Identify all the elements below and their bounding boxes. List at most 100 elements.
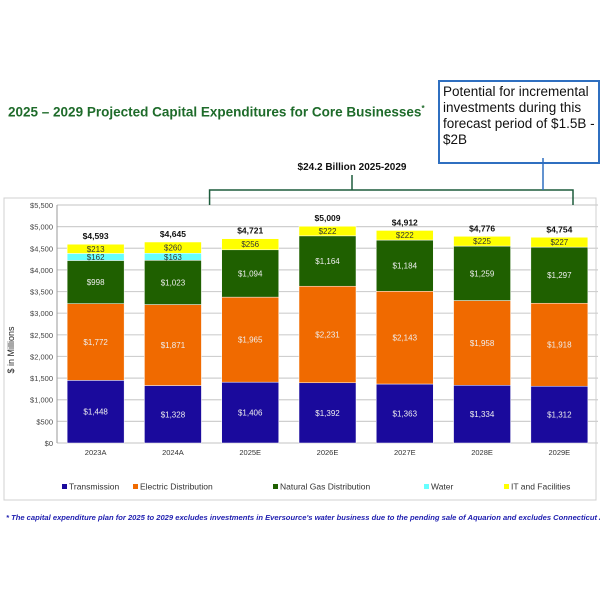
bar-segment-electric-distribution	[453, 300, 511, 386]
bar-segment-transmission	[144, 385, 202, 444]
y-tick-label: $1,000	[30, 396, 53, 405]
data-label: $256	[241, 240, 259, 249]
bar-segment-transmission	[530, 385, 589, 444]
data-label: $1,184	[393, 262, 418, 271]
y-axis-label: $ in Millions	[6, 326, 16, 374]
y-tick-label: $1,500	[30, 374, 53, 383]
y-tick-label: $4,000	[30, 266, 53, 275]
bar-segment-natural-gas-distribution	[453, 245, 511, 301]
total-label: $4,721	[237, 226, 263, 236]
bar-segment-it-and-facilities	[453, 236, 511, 247]
bar-segment-natural-gas-distribution	[530, 246, 589, 304]
x-tick-label: 2024A	[162, 448, 184, 457]
total-label: $4,593	[83, 231, 109, 241]
bar-segment-electric-distribution	[298, 285, 357, 384]
data-label: $1,363	[393, 410, 418, 419]
legend-swatch	[504, 484, 509, 489]
bar-segment-natural-gas-distribution	[298, 235, 357, 287]
legend-label: Electric Distribution	[140, 482, 213, 492]
bar-segment-transmission	[376, 383, 434, 444]
data-label: $222	[319, 227, 337, 236]
data-label: $1,023	[161, 278, 186, 287]
data-label: $2,231	[315, 330, 340, 339]
legend-label: Transmission	[69, 482, 119, 492]
data-label: $1,918	[547, 341, 572, 350]
data-label: $260	[164, 244, 182, 253]
x-tick-label: 2027E	[394, 448, 416, 457]
bar-segment-electric-distribution	[66, 303, 125, 381]
bar-segment-natural-gas-distribution	[376, 239, 434, 292]
chart-frame	[3, 197, 597, 501]
data-label: $1,328	[161, 410, 186, 419]
bar-segment-electric-distribution	[376, 291, 434, 385]
bar-segment-it-and-facilities	[144, 241, 202, 254]
y-tick-label: $5,500	[30, 201, 53, 210]
data-label: $225	[473, 237, 491, 246]
legend-label: IT and Facilities	[511, 482, 570, 492]
data-label: $1,958	[470, 339, 495, 348]
data-label: $1,448	[83, 408, 108, 417]
bar-segment-transmission	[453, 385, 511, 444]
bar-segment-transmission	[221, 381, 279, 444]
bar-segment-it-and-facilities	[530, 237, 589, 248]
x-tick-label: 2025E	[239, 448, 261, 457]
y-tick-label: $0	[45, 439, 53, 448]
data-label: $227	[550, 238, 568, 247]
data-label: $1,406	[238, 409, 263, 418]
total-label: $4,776	[469, 223, 495, 233]
data-label: $998	[87, 278, 105, 287]
total-label: $4,645	[160, 229, 186, 239]
data-label: $1,772	[83, 338, 108, 347]
bar-segment-electric-distribution	[221, 296, 279, 383]
data-label: $213	[87, 245, 105, 254]
bracket-label: $24.2 Billion 2025-2029	[298, 162, 407, 173]
data-label: $1,259	[470, 269, 495, 278]
x-tick-label: 2029E	[549, 448, 571, 457]
chart-title: 2025 – 2029 Projected Capital Expenditur…	[8, 104, 425, 120]
legend-label: Water	[431, 482, 454, 492]
data-label: $1,334	[470, 410, 495, 419]
y-tick-label: $2,500	[30, 331, 53, 340]
bar-segment-transmission	[298, 382, 357, 444]
legend-swatch	[62, 484, 67, 489]
bar-segment-natural-gas-distribution	[221, 249, 279, 298]
data-label: $222	[396, 231, 414, 240]
data-label: $2,143	[393, 334, 418, 343]
footnote: * The capital expenditure plan for 2025 …	[6, 513, 600, 522]
data-label: $1,312	[547, 411, 572, 420]
data-label: $1,965	[238, 336, 263, 345]
legend-swatch	[133, 484, 138, 489]
title-footnote-marker: *	[421, 104, 425, 113]
data-label: $1,871	[161, 341, 186, 350]
data-label: $1,297	[547, 271, 572, 280]
bar-segment-electric-distribution	[530, 302, 589, 387]
y-tick-label: $2,000	[30, 352, 53, 361]
bar-segment-it-and-facilities	[376, 230, 434, 241]
bar-segment-it-and-facilities	[221, 238, 279, 251]
bar-segment-it-and-facilities	[298, 225, 357, 237]
data-label: $1,094	[238, 269, 263, 278]
bracket	[208, 189, 574, 205]
total-label: $5,009	[315, 213, 341, 223]
bar-segment-it-and-facilities	[66, 243, 125, 254]
y-tick-label: $3,000	[30, 309, 53, 318]
x-tick-label: 2028E	[471, 448, 493, 457]
x-tick-label: 2026E	[317, 448, 339, 457]
data-label: $162	[87, 253, 105, 262]
x-tick-label: 2023A	[85, 448, 107, 457]
total-label: $4,912	[392, 217, 418, 227]
data-label: $163	[164, 253, 182, 262]
bar-segment-electric-distribution	[144, 304, 202, 386]
y-tick-label: $5,000	[30, 223, 53, 232]
data-label: $1,164	[315, 257, 340, 266]
legend-swatch	[273, 484, 278, 489]
y-tick-label: $500	[36, 417, 53, 426]
chart-title-text: 2025 – 2029 Projected Capital Expenditur…	[8, 104, 422, 120]
total-label: $4,754	[546, 224, 572, 234]
y-tick-label: $3,500	[30, 288, 53, 297]
legend-swatch	[424, 484, 429, 489]
callout-box: Potential for incremental investments du…	[438, 80, 600, 164]
bar-segment-transmission	[66, 380, 125, 444]
y-tick-label: $4,500	[30, 244, 53, 253]
